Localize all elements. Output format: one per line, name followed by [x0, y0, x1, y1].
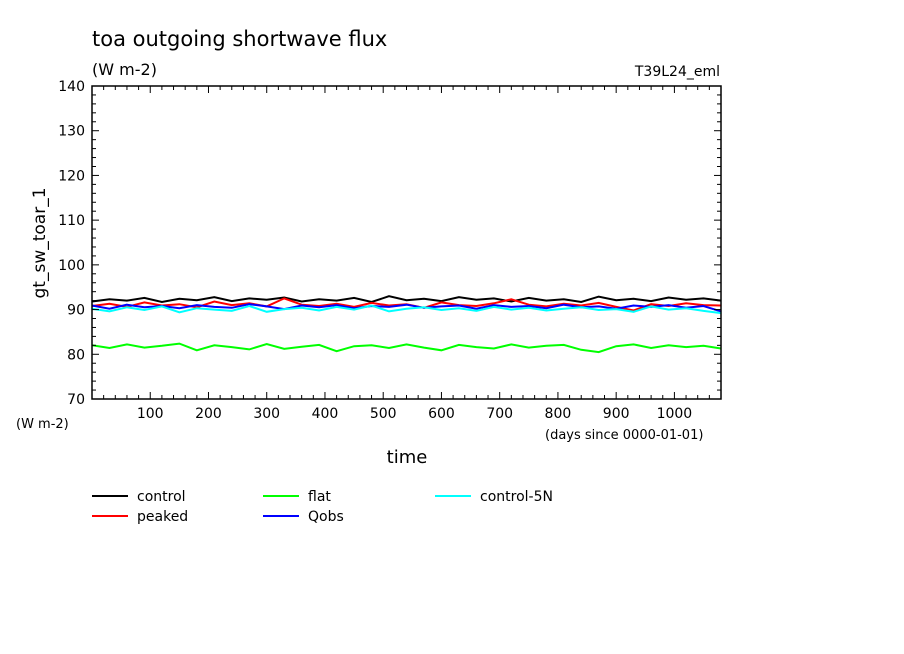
y-axis-ticks: 70 80 90 100 110 120 130 140: [58, 79, 721, 408]
x-tick-label: 1000: [657, 406, 693, 422]
y-tick-label: 80: [67, 347, 85, 363]
y-axis-units: (W m-2): [16, 417, 69, 432]
y-tick-label: 100: [58, 258, 85, 274]
series-line-control: [91, 295, 722, 304]
series-line-control-5n: [91, 304, 722, 315]
run-label: T39L24_eml: [634, 64, 720, 80]
x-tick-label: 200: [195, 406, 222, 422]
chart-units: (W m-2): [92, 60, 157, 79]
x-axis-units: (days since 0000-01-01): [545, 428, 703, 443]
legend-label-flat: flat: [308, 489, 331, 505]
x-tick-label: 500: [370, 406, 397, 422]
chart-title: toa outgoing shortwave flux: [92, 27, 387, 51]
y-tick-label: 140: [58, 79, 85, 95]
x-axis-label: time: [387, 447, 428, 468]
legend: control peaked flat Qobs control-5N: [92, 489, 553, 525]
x-axis-ticks: 100 200 300 400 500 600 700 800 900 1000: [103, 86, 710, 422]
y-tick-label: 70: [67, 392, 85, 408]
y-axis-label: gt_sw_toar_1: [30, 187, 50, 298]
legend-label-qobs: Qobs: [308, 509, 344, 525]
legend-label-peaked: peaked: [137, 509, 188, 525]
y-tick-label: 110: [58, 213, 85, 229]
y-tick-label: 130: [58, 124, 85, 140]
x-tick-label: 600: [428, 406, 455, 422]
legend-label-control-5n: control-5N: [480, 489, 553, 505]
x-tick-label: 300: [253, 406, 280, 422]
x-tick-label: 800: [545, 406, 572, 422]
x-tick-label: 900: [603, 406, 630, 422]
plot-frame: [91, 85, 722, 400]
series-line-flat: [91, 342, 722, 354]
x-tick-label: 700: [486, 406, 513, 422]
y-tick-label: 90: [67, 303, 85, 319]
x-tick-label: 100: [137, 406, 164, 422]
x-tick-label: 400: [312, 406, 339, 422]
series-layer: [91, 295, 722, 354]
legend-label-control: control: [137, 489, 186, 505]
plot-area: 100 200 300 400 500 600 700 800 900 1000 70 80 90 10…: [58, 79, 722, 422]
y-tick-label: 120: [58, 168, 85, 184]
